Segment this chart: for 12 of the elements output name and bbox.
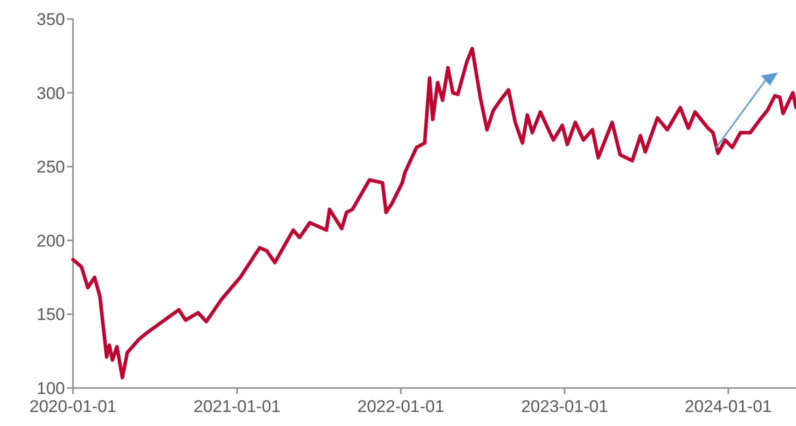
x-tick-label: 2023-01-01 (521, 397, 608, 416)
x-tick-label: 2024-01-01 (684, 397, 772, 416)
line-series (71, 46, 796, 380)
y-tick-label: 250 (36, 158, 65, 177)
x-tick-label: 2021-01-01 (194, 397, 281, 416)
y-tick-label: 300 (36, 84, 65, 103)
x-tick-label: 2020-01-01 (30, 397, 116, 416)
y-tick-label: 100 (36, 378, 65, 398)
x-tick-label: 2022-01-01 (357, 397, 444, 416)
y-tick-label: 150 (36, 305, 65, 324)
y-tick-label: 200 (36, 231, 65, 250)
y-tick-label: 350 (36, 10, 65, 29)
